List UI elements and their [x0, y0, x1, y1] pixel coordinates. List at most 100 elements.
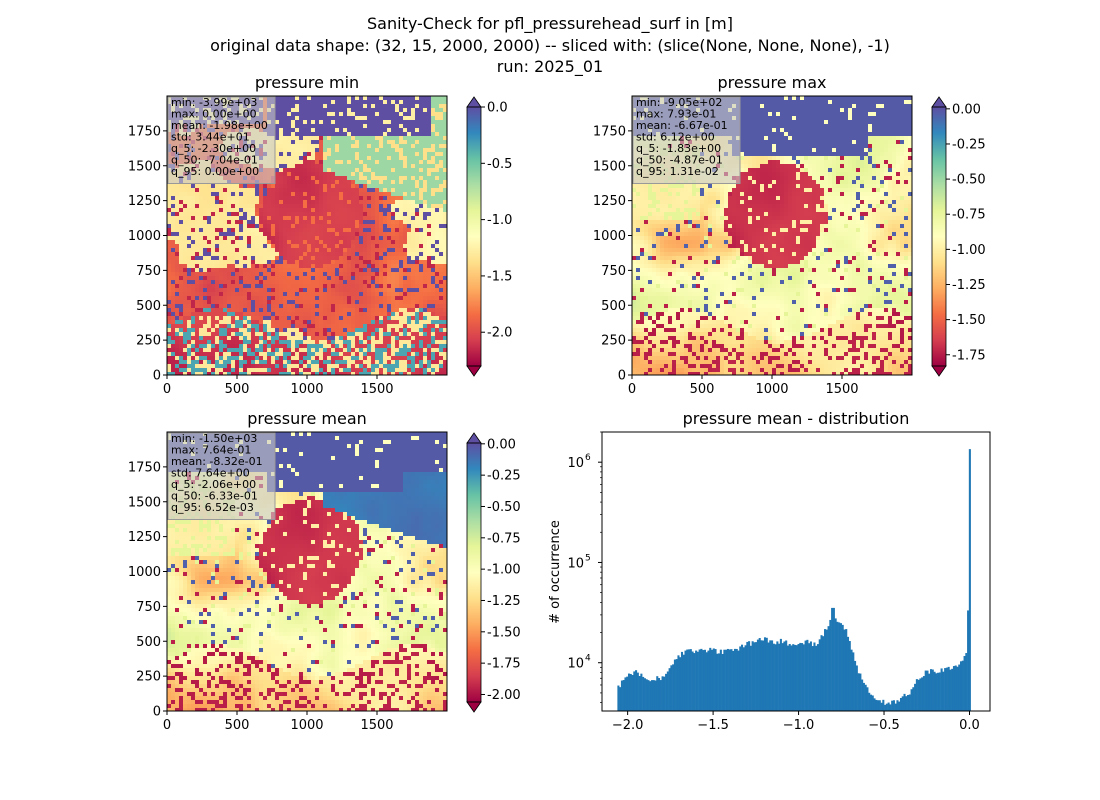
- heatmap-cell: [247, 244, 251, 248]
- heatmap-cell: [327, 320, 331, 324]
- heatmap-cell: [263, 328, 267, 332]
- y-tick-label: 1750: [128, 124, 161, 139]
- heatmap-cell: [399, 352, 403, 356]
- heatmap-cell: [387, 348, 391, 352]
- heatmap-cell: [335, 156, 339, 160]
- heatmap-cell: [403, 96, 407, 100]
- heatmap-cell: [423, 156, 427, 160]
- heatmap-cell: [303, 268, 307, 272]
- heatmap-cell: [415, 316, 419, 320]
- heatmap-cell: [403, 292, 407, 296]
- heatmap-cell: [335, 216, 339, 220]
- heatmap-cell: [199, 304, 203, 308]
- heatmap-cell: [171, 208, 175, 212]
- heatmap-cell: [235, 324, 239, 328]
- heatmap-cell: [263, 280, 267, 284]
- heatmap-cell: [355, 292, 359, 296]
- heatmap-cell: [351, 196, 355, 200]
- heatmap-cell: [323, 372, 327, 375]
- heatmap-cell: [367, 228, 371, 232]
- heatmap-cell: [307, 116, 311, 120]
- heatmap-cell: [375, 364, 379, 368]
- heatmap-cell: [367, 136, 371, 140]
- heatmap-cell: [227, 192, 231, 196]
- heatmap-cell: [227, 364, 231, 368]
- heatmap-cell: [191, 252, 195, 256]
- heatmap-cell: [171, 372, 175, 375]
- heatmap-cell: [303, 160, 307, 164]
- heatmap-cell: [323, 256, 327, 260]
- heatmap-cell: [231, 212, 235, 216]
- heatmap-cell: [331, 124, 335, 128]
- heatmap-cell: [443, 196, 447, 200]
- heatmap-cell: [171, 260, 175, 264]
- heatmap-cell: [295, 280, 299, 284]
- heatmap-cell: [207, 324, 211, 328]
- heatmap-cell: [259, 272, 263, 276]
- heatmap-cell: [219, 284, 223, 288]
- heatmap-cell: [371, 196, 375, 200]
- heatmap-cell: [231, 292, 235, 296]
- heatmap-cell: [343, 236, 347, 240]
- heatmap-cell: [419, 220, 423, 224]
- heatmap-cell: [295, 180, 299, 184]
- heatmap-cell: [271, 340, 275, 344]
- heatmap-cell: [215, 224, 219, 228]
- heatmap-cell: [267, 236, 271, 240]
- heatmap-cell: [419, 340, 423, 344]
- heatmap-cell: [319, 180, 323, 184]
- heatmap-cell: [167, 260, 171, 264]
- heatmap-cell: [283, 132, 287, 136]
- heatmap-cell: [395, 328, 399, 332]
- heatmap-cell: [363, 220, 367, 224]
- heatmap-cell: [343, 304, 347, 308]
- heatmap-cell: [299, 332, 303, 336]
- heatmap-cell: [383, 160, 387, 164]
- heatmap-cell: [291, 296, 295, 300]
- heatmap-cell: [179, 356, 183, 360]
- heatmap-cell: [307, 164, 311, 168]
- heatmap-cell: [375, 212, 379, 216]
- heatmap-cell: [347, 372, 351, 375]
- heatmap-cell: [355, 360, 359, 364]
- heatmap-cell: [431, 356, 435, 360]
- heatmap-cell: [439, 328, 443, 332]
- heatmap-cell: [443, 212, 447, 216]
- heatmap-cell: [331, 140, 335, 144]
- heatmap-cell: [239, 256, 243, 260]
- heatmap-cell: [367, 196, 371, 200]
- heatmap-cell: [279, 308, 283, 312]
- heatmap-cell: [351, 268, 355, 272]
- heatmap-cell: [399, 232, 403, 236]
- heatmap-cell: [247, 212, 251, 216]
- heatmap-cell: [183, 268, 187, 272]
- heatmap-cell: [319, 112, 323, 116]
- heatmap-cell: [247, 200, 251, 204]
- heatmap-cell: [379, 360, 383, 364]
- heatmap-cell: [319, 100, 323, 104]
- heatmap-cell: [403, 308, 407, 312]
- heatmap-cell: [223, 292, 227, 296]
- heatmap-cell: [395, 204, 399, 208]
- heatmap-cell: [423, 180, 427, 184]
- heatmap-cell: [363, 172, 367, 176]
- heatmap-cell: [427, 168, 431, 172]
- heatmap-cell: [375, 324, 379, 328]
- heatmap-cell: [331, 192, 335, 196]
- heatmap-cell: [423, 284, 427, 288]
- heatmap-cell: [299, 220, 303, 224]
- heatmap-cell: [259, 324, 263, 328]
- heatmap-cell: [439, 200, 443, 204]
- heatmap-cell: [195, 244, 199, 248]
- heatmap-cell: [439, 336, 443, 340]
- heatmap-cell: [335, 116, 339, 120]
- heatmap-cell: [175, 356, 179, 360]
- heatmap-cell: [431, 180, 435, 184]
- heatmap-cell: [435, 104, 439, 108]
- heatmap-cell: [367, 324, 371, 328]
- heatmap-cell: [411, 160, 415, 164]
- heatmap-cell: [367, 172, 371, 176]
- heatmap-cell: [199, 280, 203, 284]
- heatmap-cell: [291, 168, 295, 172]
